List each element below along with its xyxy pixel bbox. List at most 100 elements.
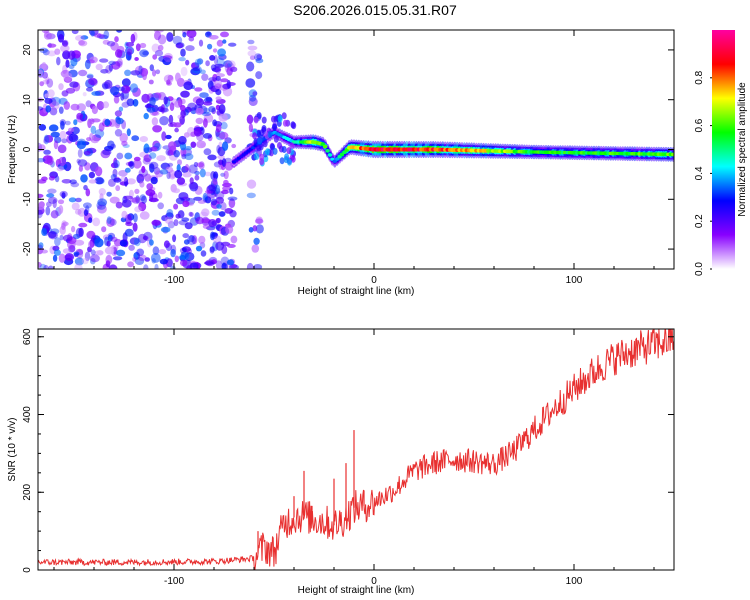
noise-blob [149,97,156,106]
noise-blob [134,206,142,213]
noise-blob [88,217,93,224]
noise-blob [115,49,123,58]
noise-blob [38,144,46,152]
noise-blob [59,190,68,198]
noise-blob [97,204,107,214]
noise-blob [148,161,159,169]
noise-blob [163,96,168,105]
noise-blob [197,58,204,65]
noise-blob [57,199,65,205]
onset-blob [252,132,258,140]
noise-blob [43,134,50,145]
noise-blob [61,40,68,47]
noise-blob [180,252,190,261]
noise-blob [112,256,123,261]
noise-blob [47,89,55,98]
onset-blob [267,130,273,138]
noise-blob [191,235,198,245]
noise-blob [67,240,76,249]
noise-blob [65,87,76,94]
noise-blob [127,261,134,268]
onset-blob [273,135,279,143]
noise-blob [136,248,145,257]
noise-blob [151,117,159,126]
noise-blob [71,134,78,141]
onset-blob [259,129,265,137]
noise-blob [38,205,45,210]
noise-blob [228,42,237,47]
noise-blob [78,69,88,77]
noise-blob [136,173,145,184]
noise-blob [92,217,101,227]
noise-blob [173,150,180,158]
noise-blob [135,43,141,52]
noise-blob [177,114,183,120]
noise-blob [149,239,154,246]
noise-blob [110,143,116,149]
noise-blob [90,258,96,265]
noise-blob [203,195,208,201]
noise-blob [222,186,231,191]
noise-blob [208,219,217,228]
noise-blob [60,120,65,130]
noise-blob [58,205,64,214]
noise-blob [162,57,172,66]
noise-blob [187,235,197,246]
noise-blob [152,54,158,60]
noise-blob [74,257,84,266]
tone-cell [332,159,337,163]
noise-blob [83,209,89,217]
colorbar-tick-label: 0.8 [694,70,705,84]
colorbar: 0.0 0.2 0.4 0.6 0.8 Normalized spectral ampli… [694,30,748,276]
noise-blob [88,179,97,184]
noise-blob [73,251,80,256]
noise-blob [224,62,229,73]
noise-blob [103,30,110,40]
noise-blob [95,63,103,71]
noise-blob [78,222,88,228]
noise-blob [158,249,167,255]
y-tick-label: 600 [22,328,33,345]
noise-blob [188,235,195,243]
noise-blob [45,105,52,113]
noise-blob [141,165,146,174]
noise-blob [152,246,160,256]
noise-blob [180,98,186,105]
noise-blob [148,79,154,85]
noise-blob [253,264,263,269]
noise-blob [82,92,87,97]
noise-blob [172,188,180,194]
noise-blob [249,94,257,102]
noise-blob [124,228,134,237]
noise-blob [69,81,79,88]
noise-blob [97,198,108,207]
noise-blob [123,195,133,200]
onset-blob [283,156,289,164]
noise-blob [226,60,236,69]
noise-blob [77,159,88,167]
noise-blob [143,112,149,120]
noise-blob [106,191,112,197]
noise-blob [195,98,205,106]
noise-blob [157,44,164,52]
noise-blob [149,152,157,159]
noise-blob [190,67,201,76]
noise-blob [189,262,199,269]
noise-blob [62,248,72,254]
noise-blob [248,123,253,133]
x-tick-label: -100 [164,576,184,587]
y-tick-label: -20 [22,241,33,256]
noise-blob [151,111,160,116]
noise-blob [106,240,111,247]
noise-blob [165,134,172,140]
noise-blob [47,196,58,204]
noise-blob [46,201,52,208]
noise-blob [54,237,61,247]
noise-blob [100,69,109,74]
y-tick-label: -10 [22,192,33,207]
noise-blob [165,212,174,220]
noise-blob [168,141,177,151]
noise-blob [249,55,256,60]
noise-blob [150,146,158,152]
noise-blob [48,124,59,132]
